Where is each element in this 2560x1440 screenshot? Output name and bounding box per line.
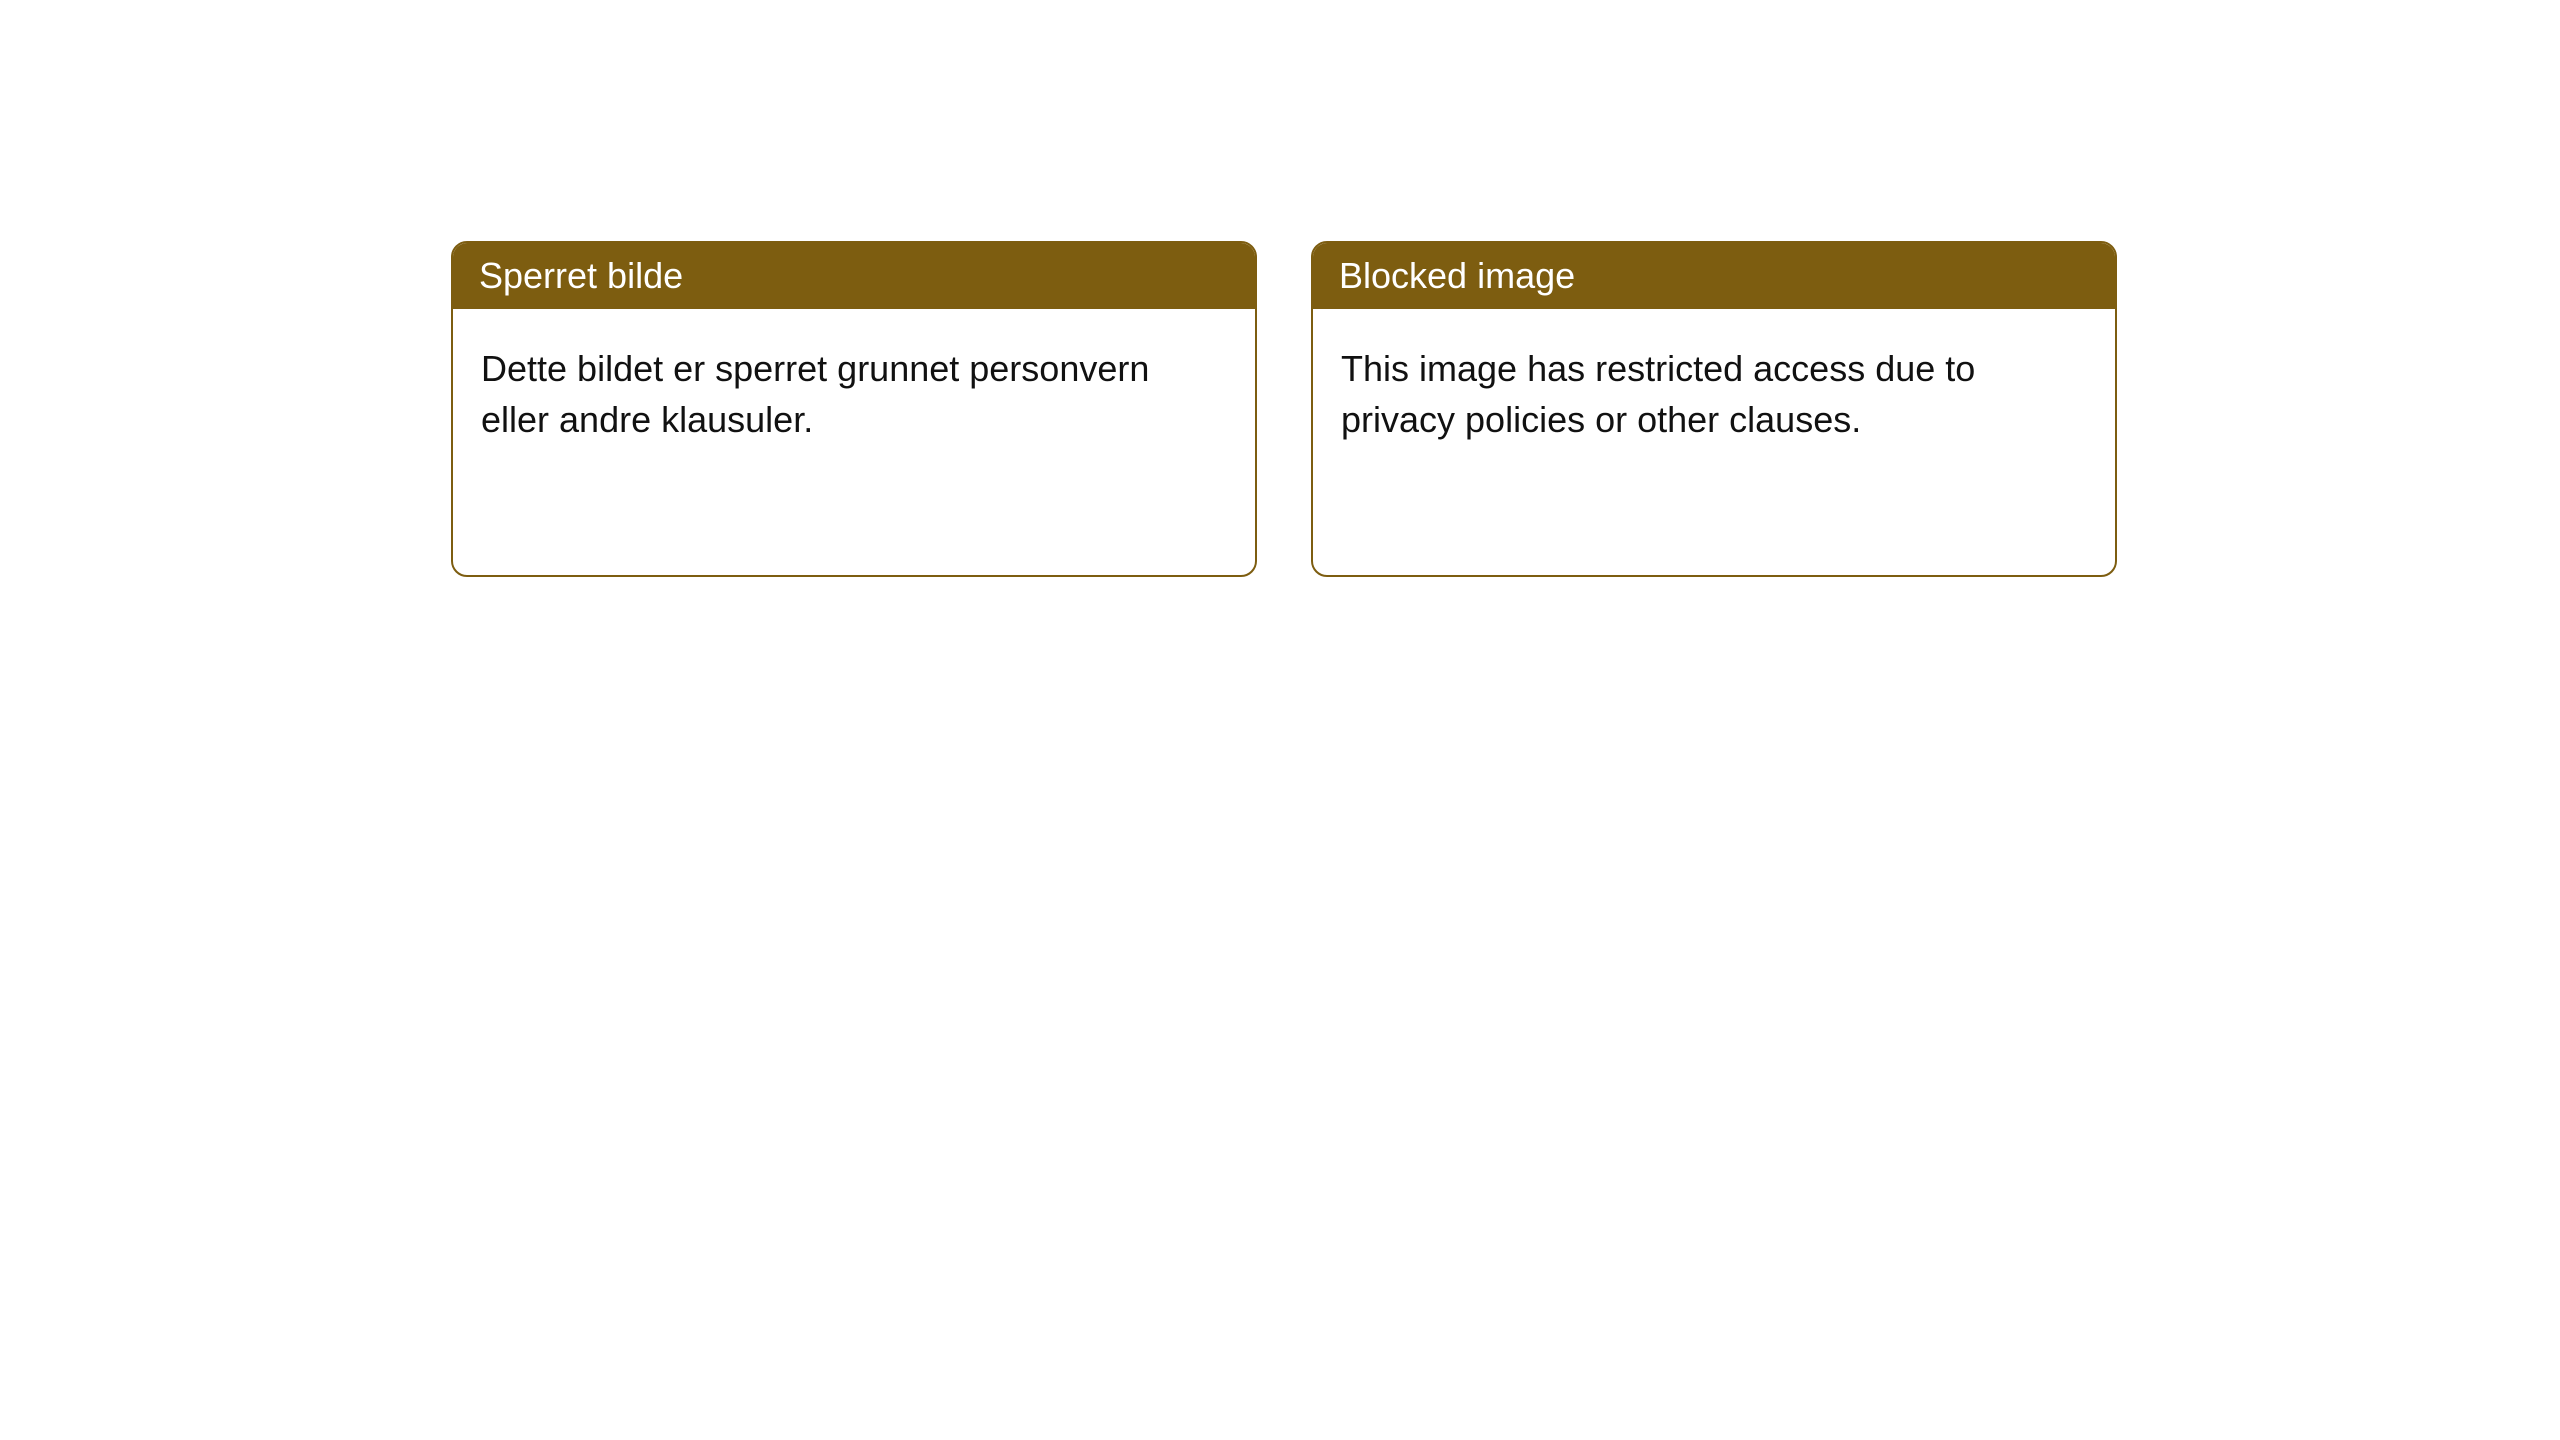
blocked-image-notices: Sperret bilde Dette bildet er sperret gr… xyxy=(451,241,2117,577)
card-body-no: Dette bildet er sperret grunnet personve… xyxy=(453,309,1255,479)
card-header-en: Blocked image xyxy=(1313,243,2115,309)
card-title-en: Blocked image xyxy=(1339,255,1575,296)
blocked-image-card-no: Sperret bilde Dette bildet er sperret gr… xyxy=(451,241,1257,577)
card-body-en: This image has restricted access due to … xyxy=(1313,309,2115,479)
card-title-no: Sperret bilde xyxy=(479,255,683,296)
blocked-image-card-en: Blocked image This image has restricted … xyxy=(1311,241,2117,577)
card-text-no: Dette bildet er sperret grunnet personve… xyxy=(481,348,1149,440)
card-header-no: Sperret bilde xyxy=(453,243,1255,309)
card-text-en: This image has restricted access due to … xyxy=(1341,348,1975,440)
